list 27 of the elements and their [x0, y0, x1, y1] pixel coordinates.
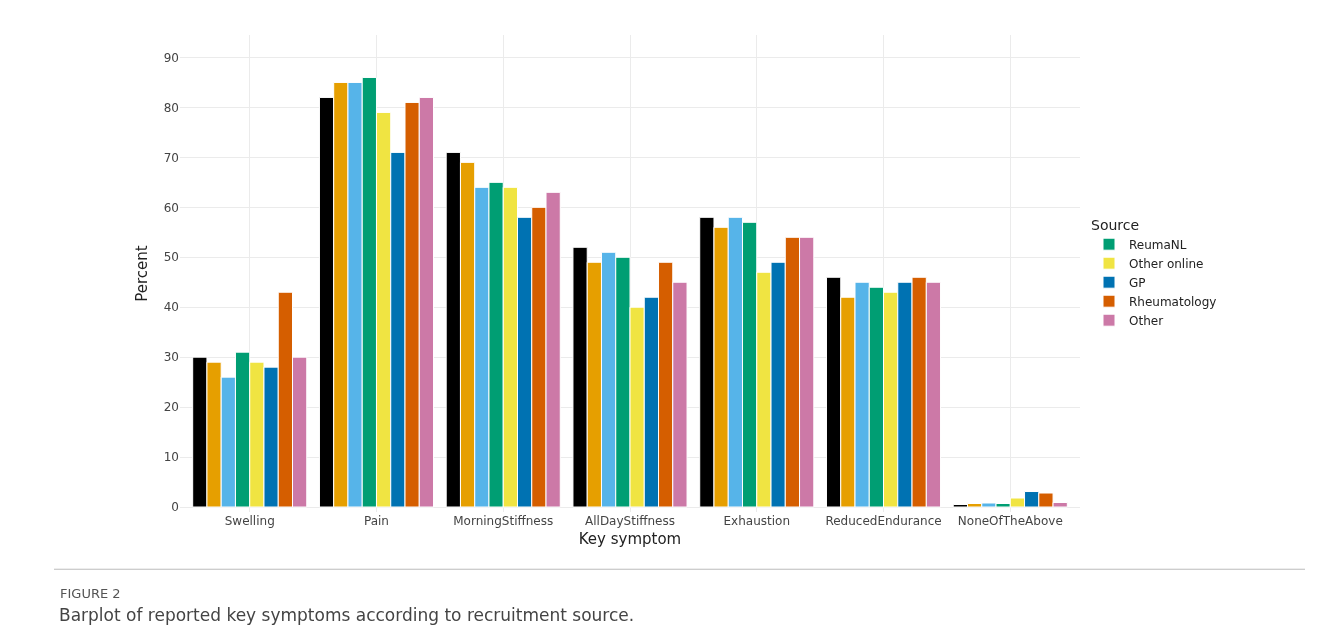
legend-label: Rheumatology: [1129, 294, 1217, 309]
x-tick-label: AllDayStiffness: [585, 514, 675, 528]
y-tick-label: 80: [163, 100, 179, 115]
y-tick-label: 90: [163, 50, 179, 65]
y-tick-label: 0: [171, 500, 179, 515]
y-tick-label: 30: [163, 350, 179, 365]
x-tick-label: ReducedEndurance: [825, 514, 942, 528]
legend-title: Source: [1091, 216, 1140, 233]
x-tick-label: NoneOfTheAbove: [957, 514, 1063, 528]
x-tick-label: Swelling: [224, 514, 275, 528]
x-tick-label: MorningStiffness: [453, 514, 554, 528]
legend-label: GP: [1129, 275, 1146, 290]
y-tick-label: 20: [163, 400, 179, 415]
y-tick-label: 70: [163, 150, 179, 165]
y-axis-title: Percent: [132, 245, 151, 302]
y-tick-label: 10: [163, 450, 179, 465]
legend-label: Other online: [1129, 256, 1204, 271]
legend-label: ReumaNL: [1129, 237, 1187, 252]
y-tick-label: 50: [163, 250, 179, 265]
x-tick-label: Pain: [363, 514, 389, 528]
text: Barplot of reported key symptoms according to recruitment source.: [59, 605, 635, 625]
legend-label: Other: [1129, 313, 1164, 328]
caption: FIGURE 2: [60, 586, 121, 601]
y-tick-label: 40: [163, 300, 179, 315]
x-axis-title: Key symptom: [578, 530, 682, 548]
x-tick-label: Exhaustion: [723, 514, 791, 528]
y-tick-label: 60: [163, 200, 179, 215]
